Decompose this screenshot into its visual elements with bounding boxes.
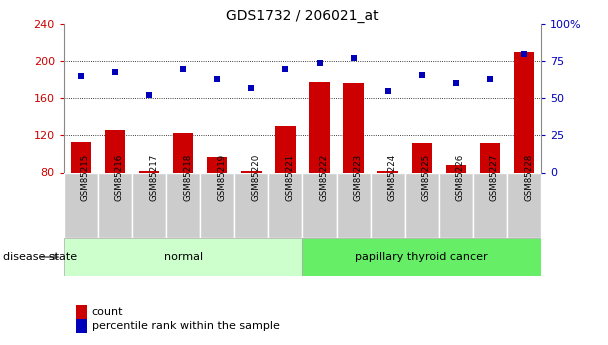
Text: GSM85218: GSM85218: [183, 154, 192, 201]
Text: GSM85219: GSM85219: [217, 154, 226, 201]
Bar: [473, 172, 507, 238]
Point: [76, 73, 86, 79]
Bar: [241, 171, 261, 172]
Text: GSM85221: GSM85221: [285, 154, 294, 201]
Bar: [275, 126, 295, 172]
Text: GSM85223: GSM85223: [354, 154, 362, 201]
Bar: [303, 238, 541, 276]
Bar: [268, 172, 303, 238]
Bar: [166, 172, 200, 238]
Bar: [412, 143, 432, 172]
Bar: [439, 172, 473, 238]
Point: [417, 72, 427, 77]
Text: percentile rank within the sample: percentile rank within the sample: [92, 321, 280, 331]
Point: [519, 51, 529, 57]
Bar: [303, 172, 337, 238]
Text: GSM85220: GSM85220: [251, 154, 260, 201]
Text: GSM85222: GSM85222: [320, 154, 328, 201]
Point: [315, 60, 325, 66]
Point: [246, 85, 256, 91]
Point: [178, 66, 188, 71]
Bar: [64, 238, 303, 276]
Title: GDS1732 / 206021_at: GDS1732 / 206021_at: [226, 9, 379, 23]
Bar: [337, 172, 371, 238]
Text: GSM85226: GSM85226: [456, 154, 465, 201]
Point: [485, 76, 495, 82]
Bar: [344, 83, 364, 172]
Bar: [371, 172, 405, 238]
Point: [383, 88, 393, 93]
Bar: [405, 172, 439, 238]
Text: count: count: [92, 307, 123, 317]
Bar: [514, 52, 534, 172]
Bar: [173, 132, 193, 172]
Text: GSM85216: GSM85216: [115, 154, 124, 201]
Point: [144, 92, 154, 98]
Bar: [71, 142, 91, 172]
Text: papillary thyroid cancer: papillary thyroid cancer: [356, 252, 488, 262]
Bar: [200, 172, 234, 238]
Bar: [446, 165, 466, 172]
Text: GSM85224: GSM85224: [388, 154, 396, 201]
Bar: [378, 171, 398, 172]
Point: [212, 76, 222, 82]
Bar: [132, 172, 166, 238]
Bar: [207, 157, 227, 172]
Text: GSM85225: GSM85225: [422, 154, 431, 201]
Text: GSM85228: GSM85228: [524, 154, 533, 201]
Point: [451, 81, 461, 86]
Bar: [507, 172, 541, 238]
Bar: [234, 172, 268, 238]
Text: GSM85215: GSM85215: [81, 154, 90, 201]
Point: [110, 69, 120, 75]
Bar: [309, 82, 330, 172]
Bar: [480, 143, 500, 172]
Text: disease state: disease state: [3, 252, 77, 262]
Bar: [139, 171, 159, 172]
Point: [349, 56, 359, 61]
Bar: [64, 172, 98, 238]
Bar: [105, 130, 125, 172]
Text: normal: normal: [164, 252, 202, 262]
Text: GSM85227: GSM85227: [490, 154, 499, 201]
Text: GSM85217: GSM85217: [149, 154, 158, 201]
Point: [280, 66, 290, 71]
Bar: [98, 172, 132, 238]
